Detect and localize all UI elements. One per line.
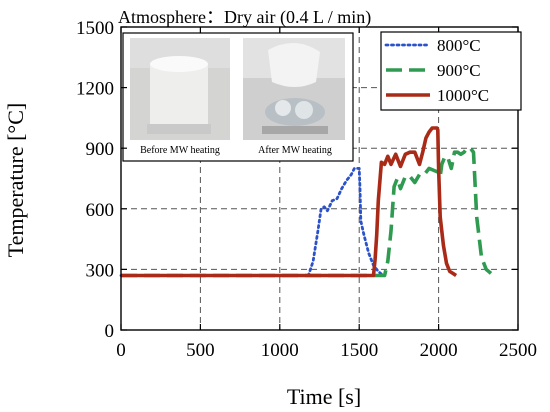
legend-label-0: 800°C xyxy=(437,36,481,55)
photo-before-heating xyxy=(130,38,230,140)
inset-photos: Before MW heating After MW heating xyxy=(122,32,354,162)
photo-after-heating xyxy=(243,38,345,140)
y-tick-label: 900 xyxy=(86,139,115,160)
inset-caption-before: Before MW heating xyxy=(140,145,220,156)
chart-subtitle: Atmosphere：Dry air (0.4 L / min) xyxy=(118,7,371,28)
y-tick-label: 1500 xyxy=(76,18,114,39)
x-axis-title: Time [s] xyxy=(287,384,361,409)
inset-caption-after: After MW heating xyxy=(258,145,332,156)
y-tick-label: 300 xyxy=(86,260,115,281)
x-tick-label: 2500 xyxy=(499,340,537,361)
legend-label-1: 900°C xyxy=(437,61,481,80)
y-tick-label: 1200 xyxy=(76,79,114,100)
series-line-2 xyxy=(121,126,458,278)
x-tick-label: 1000 xyxy=(261,340,299,361)
y-tick-label: 0 xyxy=(105,321,115,342)
y-tick-label: 600 xyxy=(86,200,115,221)
series-line-0 xyxy=(119,167,385,277)
legend: 800°C 900°C 1000°C xyxy=(380,31,522,111)
plot-frame xyxy=(120,26,519,331)
legend-label-2: 1000°C xyxy=(437,86,489,105)
x-tick-label: 0 xyxy=(116,340,126,361)
series-line-1 xyxy=(121,146,493,278)
x-tick-label: 1500 xyxy=(340,340,378,361)
y-axis-title: Temperature [°C] xyxy=(3,103,28,257)
x-tick-label: 2000 xyxy=(420,340,458,361)
x-tick-label: 500 xyxy=(186,340,215,361)
